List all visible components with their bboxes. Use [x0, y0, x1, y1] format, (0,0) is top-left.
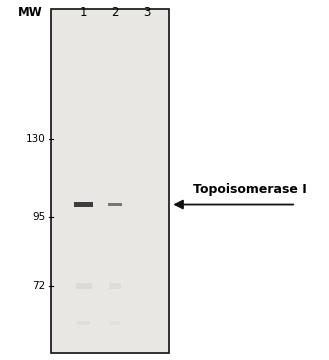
Bar: [108, 203, 122, 206]
Text: 2: 2: [112, 6, 119, 19]
Text: 3: 3: [143, 6, 150, 19]
Bar: [74, 202, 93, 207]
Bar: [76, 283, 92, 289]
Bar: [110, 321, 120, 325]
Text: 130: 130: [26, 135, 45, 144]
Text: 1: 1: [80, 6, 88, 19]
Bar: [109, 283, 121, 288]
Bar: [51, 9, 169, 353]
Text: 95: 95: [32, 212, 45, 222]
Text: Topoisomerase I: Topoisomerase I: [193, 183, 307, 195]
Text: MW: MW: [18, 6, 43, 19]
Bar: [77, 321, 90, 325]
Text: 72: 72: [32, 281, 45, 291]
